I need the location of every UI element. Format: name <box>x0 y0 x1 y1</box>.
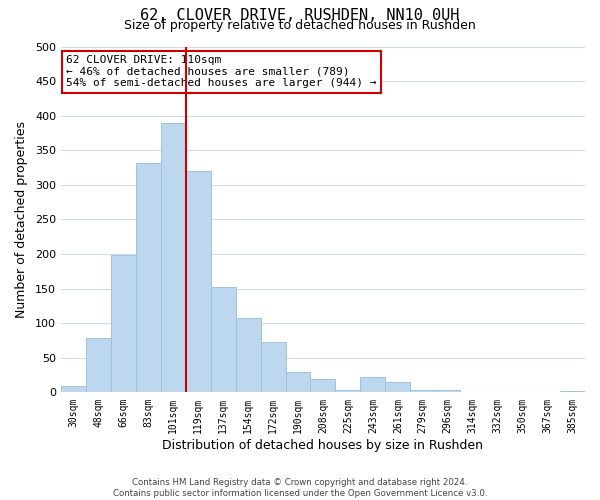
Text: 62 CLOVER DRIVE: 110sqm
← 46% of detached houses are smaller (789)
54% of semi-d: 62 CLOVER DRIVE: 110sqm ← 46% of detache… <box>66 55 377 88</box>
Bar <box>236 318 260 392</box>
Bar <box>61 386 86 392</box>
Text: Contains HM Land Registry data © Crown copyright and database right 2024.
Contai: Contains HM Land Registry data © Crown c… <box>113 478 487 498</box>
Bar <box>186 171 211 392</box>
Y-axis label: Number of detached properties: Number of detached properties <box>15 121 28 318</box>
Bar <box>361 377 385 392</box>
Text: Size of property relative to detached houses in Rushden: Size of property relative to detached ho… <box>124 19 476 32</box>
Bar <box>136 162 161 392</box>
Bar <box>410 390 435 392</box>
Bar <box>161 122 186 392</box>
Bar <box>86 338 111 392</box>
Bar <box>335 390 361 392</box>
Bar <box>310 378 335 392</box>
Bar <box>560 391 585 392</box>
Bar <box>111 256 136 392</box>
Bar <box>435 390 460 392</box>
Bar <box>286 372 310 392</box>
Text: 62, CLOVER DRIVE, RUSHDEN, NN10 0UH: 62, CLOVER DRIVE, RUSHDEN, NN10 0UH <box>140 8 460 22</box>
Bar <box>385 382 410 392</box>
X-axis label: Distribution of detached houses by size in Rushden: Distribution of detached houses by size … <box>163 440 484 452</box>
Bar <box>260 342 286 392</box>
Bar <box>211 288 236 393</box>
